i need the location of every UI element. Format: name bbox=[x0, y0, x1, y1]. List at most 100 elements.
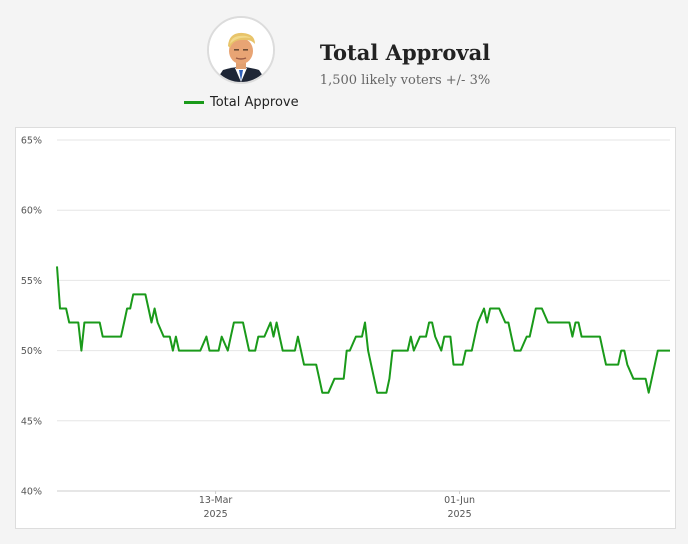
data-point bbox=[102, 336, 104, 338]
data-point bbox=[141, 293, 143, 295]
data-point bbox=[453, 364, 455, 366]
data-point bbox=[68, 322, 70, 324]
data-point bbox=[392, 350, 394, 352]
avatar bbox=[207, 16, 275, 84]
data-point bbox=[227, 350, 229, 352]
data-point bbox=[321, 392, 323, 394]
data-point bbox=[639, 378, 641, 380]
data-point bbox=[270, 322, 272, 324]
data-point bbox=[340, 378, 342, 380]
data-point bbox=[367, 350, 369, 352]
chart-title: Total Approval bbox=[319, 40, 491, 65]
data-point bbox=[105, 336, 107, 338]
data-point bbox=[306, 364, 308, 366]
data-point bbox=[492, 308, 494, 310]
x-tick-label: 01-Jun bbox=[444, 495, 475, 506]
y-tick-label: 40% bbox=[21, 487, 42, 498]
data-point bbox=[294, 350, 296, 352]
data-point bbox=[443, 336, 445, 338]
data-point bbox=[80, 350, 82, 352]
data-point bbox=[568, 322, 570, 324]
data-point bbox=[135, 293, 137, 295]
data-point bbox=[575, 322, 577, 324]
data-point bbox=[413, 350, 415, 352]
data-point bbox=[468, 350, 470, 352]
data-point bbox=[242, 322, 244, 324]
data-point bbox=[428, 322, 430, 324]
data-point bbox=[87, 322, 89, 324]
data-point bbox=[334, 378, 336, 380]
legend[interactable]: Total Approve bbox=[184, 94, 299, 110]
data-point bbox=[273, 336, 275, 338]
data-point bbox=[151, 322, 153, 324]
data-point bbox=[449, 336, 451, 338]
data-point bbox=[300, 350, 302, 352]
data-point bbox=[471, 350, 473, 352]
data-point bbox=[401, 350, 403, 352]
data-point bbox=[163, 336, 165, 338]
data-point bbox=[614, 364, 616, 366]
data-point bbox=[477, 322, 479, 324]
data-point bbox=[617, 364, 619, 366]
data-point bbox=[584, 336, 586, 338]
data-point bbox=[520, 350, 522, 352]
data-point bbox=[175, 336, 177, 338]
data-point bbox=[535, 308, 537, 310]
data-point bbox=[166, 336, 168, 338]
data-point bbox=[376, 392, 378, 394]
data-point bbox=[382, 392, 384, 394]
data-point bbox=[559, 322, 561, 324]
x-tick-label: 13-Mar bbox=[199, 495, 233, 506]
data-point bbox=[77, 322, 79, 324]
data-point bbox=[218, 350, 220, 352]
data-point bbox=[169, 336, 171, 338]
y-tick-label: 60% bbox=[21, 206, 42, 217]
data-point bbox=[388, 378, 390, 380]
data-point bbox=[440, 350, 442, 352]
data-point bbox=[190, 350, 192, 352]
data-point bbox=[666, 350, 668, 352]
data-point bbox=[422, 336, 424, 338]
data-point bbox=[514, 350, 516, 352]
data-point bbox=[547, 322, 549, 324]
data-point bbox=[407, 350, 409, 352]
data-point bbox=[212, 350, 214, 352]
data-point bbox=[56, 265, 58, 267]
data-point bbox=[154, 308, 156, 310]
data-point bbox=[90, 322, 92, 324]
data-point bbox=[251, 350, 253, 352]
data-point bbox=[315, 364, 317, 366]
data-point bbox=[157, 322, 159, 324]
data-point bbox=[596, 336, 598, 338]
data-point bbox=[355, 336, 357, 338]
data-point bbox=[620, 350, 622, 352]
data-point bbox=[230, 336, 232, 338]
data-point bbox=[221, 336, 223, 338]
data-point bbox=[349, 350, 351, 352]
data-point bbox=[236, 322, 238, 324]
data-point bbox=[642, 378, 644, 380]
y-tick-label: 50% bbox=[21, 346, 42, 357]
data-point bbox=[431, 322, 433, 324]
data-point bbox=[178, 350, 180, 352]
data-point bbox=[108, 336, 110, 338]
data-point bbox=[663, 350, 665, 352]
data-point bbox=[645, 378, 647, 380]
data-point bbox=[636, 378, 638, 380]
data-point bbox=[324, 392, 326, 394]
data-point bbox=[364, 322, 366, 324]
data-point bbox=[626, 364, 628, 366]
data-point bbox=[541, 308, 543, 310]
data-point bbox=[578, 322, 580, 324]
data-point bbox=[446, 336, 448, 338]
data-point bbox=[260, 336, 262, 338]
data-point bbox=[599, 336, 601, 338]
data-point bbox=[99, 322, 101, 324]
data-point bbox=[291, 350, 293, 352]
data-point bbox=[144, 293, 146, 295]
data-point bbox=[120, 336, 122, 338]
chart-panel: 40% 45% 50% 55% 60% 65% 13-Mar 2025 01-Jun 2025 bbox=[15, 127, 676, 529]
data-point bbox=[510, 336, 512, 338]
data-point bbox=[398, 350, 400, 352]
data-point bbox=[385, 392, 387, 394]
